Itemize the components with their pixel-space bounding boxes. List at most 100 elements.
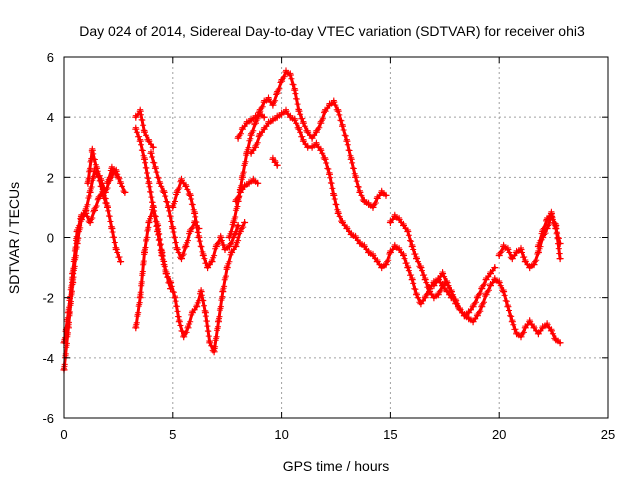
data-point [482,276,490,284]
data-point [404,228,412,235]
data-point [452,297,460,305]
data-point [495,252,503,259]
data-point [162,270,170,278]
data-point [188,309,196,317]
data-point [317,146,325,154]
data-point [347,231,355,238]
data-point [365,249,373,256]
data-point [330,98,338,106]
data-point [373,194,381,202]
data-point [539,324,547,332]
data-point [149,143,157,151]
series-sat-m [247,106,455,308]
data-point [208,258,216,266]
data-point [147,149,155,157]
data-point [169,225,177,232]
data-point [132,324,140,332]
data-point [91,206,98,214]
data-point [269,116,277,124]
data-point [219,288,227,296]
data-point [447,288,455,296]
data-point [167,285,175,293]
data-point [197,288,205,296]
data-point [391,212,399,220]
data-point [278,110,286,118]
data-point [252,119,259,127]
data-point [291,86,299,94]
data-point [184,324,192,332]
data-point [260,125,268,133]
data-point [256,131,264,139]
data-point [408,276,416,284]
data-point [121,188,129,196]
data-point [286,71,294,79]
data-point [141,249,148,256]
data-point [238,173,246,181]
data-point [169,203,177,211]
data-point [234,134,242,142]
y-axis-label: SDTVAR / TECUs [6,182,22,294]
data-point [434,276,442,284]
data-point [504,246,512,253]
data-point [156,179,164,187]
data-point [321,155,329,163]
data-point [136,137,144,145]
data-point [108,164,116,172]
data-point [526,318,534,326]
data-point [178,255,185,263]
data-point [215,318,222,326]
data-point [295,107,303,115]
y-tick-label: -2 [42,291,54,306]
data-point [234,222,242,229]
data-point [395,246,403,253]
data-point [136,294,144,302]
x-tick-label: 15 [383,427,397,442]
data-point [521,258,529,266]
data-point [343,225,351,232]
data-point [193,303,201,311]
data-point [312,128,320,136]
data-point [378,188,386,196]
data-point [473,312,481,320]
data-point [86,219,94,226]
data-point [304,128,312,136]
data-point [247,116,255,124]
data-point [299,119,307,127]
x-tick-label: 0 [60,427,67,442]
data-point [513,330,521,338]
data-point [282,107,290,115]
data-point [500,288,508,296]
data-point [230,219,238,226]
data-point [530,324,538,332]
data-point [369,203,377,211]
data-point [473,294,481,302]
data-point [417,300,425,308]
series-sat-i [169,175,242,272]
data-point [439,282,447,290]
series-sat-j [225,67,390,241]
data-point [330,191,338,199]
data-point [321,107,329,115]
data-point [556,240,564,247]
data-point [195,234,203,241]
data-point [413,291,420,299]
y-tick-label: 6 [47,50,54,65]
series-markers [430,269,564,346]
y-tick-label: 2 [47,170,54,185]
series-sat-r [534,208,564,250]
data-point [530,261,538,269]
data-point [141,155,148,163]
data-point [247,149,255,157]
data-point [64,309,72,317]
data-point [526,264,534,272]
data-point [547,327,555,335]
data-point [539,228,547,235]
data-point [469,318,477,326]
series-sat-c [84,145,122,196]
data-point [491,264,499,272]
series-sat-f [132,202,249,356]
data-point [171,294,179,302]
data-point [112,167,120,175]
series-sat-n [269,154,281,169]
data-point [491,276,499,284]
